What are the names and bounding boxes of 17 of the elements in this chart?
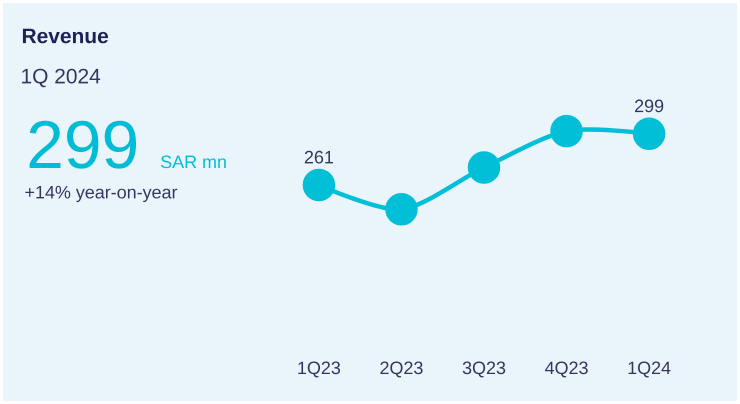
x-tick-label: 3Q23 (462, 362, 506, 378)
text: 299 (30, 120, 136, 169)
x-tick-label: 1Q24 (628, 362, 671, 378)
data-label: 261 (304, 150, 333, 164)
x-tick-label: 2Q23 (380, 362, 423, 378)
data-label: 299 (635, 100, 664, 112)
point (550, 114, 583, 148)
x-tick-label: 1Q23 (298, 362, 340, 378)
text: +14% year-on-year (25, 186, 178, 202)
x-tick-label: 4Q23 (545, 362, 588, 378)
text: 1Q 2024 (22, 68, 100, 88)
point (302, 168, 336, 202)
point (632, 118, 666, 150)
point (385, 193, 418, 226)
text: Revenue (22, 28, 108, 44)
point (468, 151, 500, 184)
text: SAR mn (161, 155, 226, 168)
